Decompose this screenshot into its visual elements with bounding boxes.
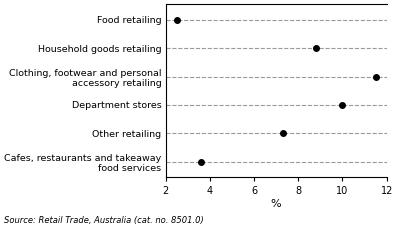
X-axis label: %: % bbox=[271, 199, 281, 209]
Text: Source: Retail Trade, Australia (cat. no. 8501.0): Source: Retail Trade, Australia (cat. no… bbox=[4, 216, 204, 225]
